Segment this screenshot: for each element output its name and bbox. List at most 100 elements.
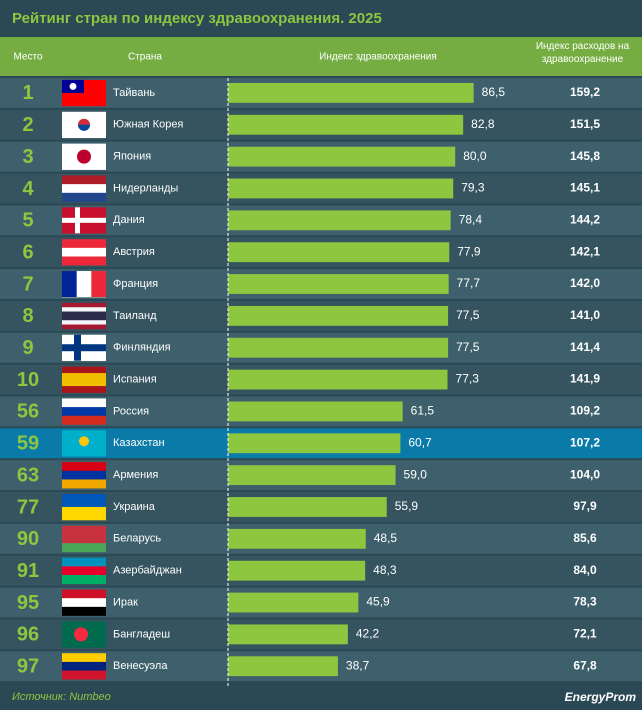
- flag-part: [69, 82, 77, 90]
- bar: [228, 433, 401, 454]
- flag-stripe: [62, 575, 106, 584]
- bar: [228, 528, 366, 549]
- rank: 56: [17, 401, 39, 423]
- value-label: 86,5: [482, 85, 506, 99]
- spending-label: 72,1: [573, 627, 597, 641]
- flag-stripe: [62, 606, 106, 616]
- rank: 1: [22, 82, 33, 104]
- bar: [228, 178, 454, 199]
- header-spending-box: Индекс расходов на здравоохранение: [536, 41, 629, 65]
- value-label: 82,8: [471, 117, 495, 131]
- flag-stripe: [62, 373, 106, 380]
- spending-label: 159,2: [570, 85, 600, 99]
- flag-stripe: [62, 661, 106, 671]
- flag-part: [62, 217, 106, 223]
- rank: 59: [17, 433, 39, 455]
- country-label: Казахстан: [113, 437, 165, 449]
- rank: 90: [17, 528, 39, 550]
- value-label: 78,4: [459, 212, 483, 226]
- logo: EnergyProm: [565, 690, 637, 704]
- value-label: 79,3: [461, 181, 485, 195]
- bar: [228, 624, 348, 645]
- flag-part: [79, 436, 89, 447]
- rank: 3: [22, 146, 33, 168]
- bar: [228, 465, 396, 486]
- bar: [228, 210, 451, 231]
- source: Источник: Numbeo: [12, 691, 111, 703]
- bar: [228, 146, 456, 167]
- bar: [228, 369, 448, 390]
- spending-label: 67,8: [573, 658, 597, 672]
- flag-stripe: [62, 247, 106, 257]
- spending-label: 142,0: [570, 276, 600, 290]
- spending-label: 78,3: [573, 595, 597, 609]
- rows: 1 Тайвань 86,5 159,2 2 Южная Корея 82,8 151,5 3 Я…: [0, 78, 642, 682]
- value-label: 48,5: [374, 531, 398, 545]
- flag-stripe: [62, 493, 106, 508]
- spending-label: 109,2: [570, 404, 600, 418]
- flag-stripe: [62, 525, 106, 535]
- flag-stripe: [62, 407, 106, 417]
- rank: 77: [17, 496, 39, 518]
- flag-stripe: [62, 557, 106, 567]
- rank: 9: [22, 337, 33, 359]
- bar: [228, 274, 449, 294]
- country-label: Испания: [113, 373, 157, 385]
- value-label: 42,2: [356, 627, 380, 641]
- flag-stripe: [62, 479, 106, 489]
- flag-stripe: [62, 543, 106, 553]
- flag-stripe: [62, 184, 106, 194]
- rank: 7: [22, 273, 33, 295]
- flag-part: [62, 344, 106, 352]
- spending-label: 141,4: [570, 340, 600, 354]
- country-label: Азербайджан: [113, 565, 182, 577]
- value-label: 77,9: [457, 244, 481, 258]
- rank: 95: [17, 592, 39, 614]
- flag-stripe: [62, 192, 106, 202]
- flag-stripe: [62, 302, 106, 308]
- spending-label: 145,1: [570, 181, 600, 195]
- header-country: Страна: [128, 52, 162, 63]
- rank: 2: [22, 114, 33, 136]
- flag-stripe: [62, 462, 106, 472]
- spending-label: 142,1: [570, 244, 600, 258]
- flag-stripe: [62, 324, 106, 330]
- flag-part: [78, 124, 90, 131]
- flag-stripe: [62, 239, 106, 249]
- header-index: Индекс здравоохранения: [319, 52, 437, 63]
- flag-stripe: [62, 311, 106, 317]
- value-label: 61,5: [411, 404, 435, 418]
- rank: 6: [22, 241, 33, 263]
- country-label: Беларусь: [113, 533, 161, 545]
- spending-label: 151,5: [570, 117, 600, 131]
- flag-part: [74, 627, 88, 642]
- country-label: Бангладеш: [113, 628, 170, 640]
- rank: 10: [17, 369, 39, 391]
- flag-stripe: [62, 366, 106, 374]
- spending-label: 104,0: [570, 467, 600, 481]
- bar: [228, 497, 387, 517]
- flag-stripe: [62, 598, 106, 608]
- rank: 5: [22, 210, 33, 232]
- value-label: 48,3: [373, 563, 397, 577]
- bar: [228, 401, 403, 422]
- value-label: 55,9: [395, 499, 419, 513]
- flag-part: [91, 271, 106, 298]
- value-label: 45,9: [366, 595, 390, 609]
- value-label: 77,7: [457, 276, 481, 290]
- value-label: 60,7: [408, 435, 432, 449]
- bar: [228, 592, 359, 613]
- flag-stripe: [62, 386, 106, 393]
- country-label: Таиланд: [113, 310, 157, 322]
- flag-stripe: [62, 589, 106, 599]
- value-label: 80,0: [463, 149, 487, 163]
- flag-stripe: [62, 670, 106, 680]
- bar: [228, 114, 464, 135]
- flag-stripe: [62, 307, 106, 312]
- country-label: Россия: [113, 405, 149, 417]
- country-label: Армения: [113, 469, 158, 481]
- bar: [228, 656, 338, 677]
- country-label: Нидерланды: [113, 182, 178, 194]
- country-label: Финляндия: [113, 342, 171, 354]
